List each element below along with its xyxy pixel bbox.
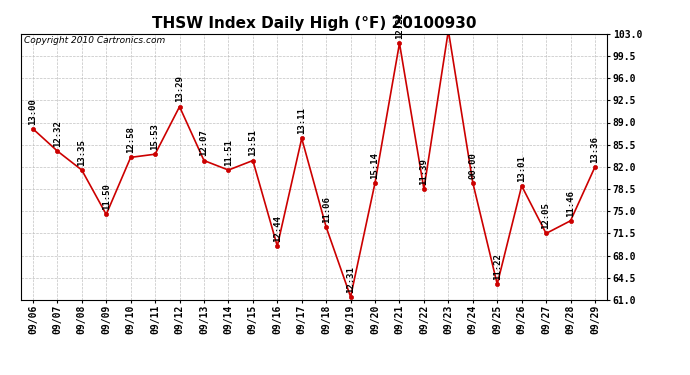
Text: 15:53: 15:53 <box>150 123 159 150</box>
Text: 13:36: 13:36 <box>591 136 600 163</box>
Text: 11:06: 11:06 <box>322 196 331 223</box>
Text: 12:58: 12:58 <box>126 126 135 153</box>
Text: 15:14: 15:14 <box>371 152 380 178</box>
Text: 11:39: 11:39 <box>420 158 428 185</box>
Text: 12:32: 12:32 <box>53 120 62 147</box>
Text: 12:07: 12:07 <box>199 129 208 156</box>
Text: Copyright 2010 Cartronics.com: Copyright 2010 Cartronics.com <box>23 36 165 45</box>
Text: 13:15: 13:15 <box>0 374 1 375</box>
Text: 12:44: 12:44 <box>273 215 282 242</box>
Text: 13:00: 13:00 <box>28 98 37 124</box>
Text: 13:29: 13:29 <box>175 76 184 102</box>
Text: 13:51: 13:51 <box>248 129 257 156</box>
Text: 11:50: 11:50 <box>101 183 110 210</box>
Text: 11:46: 11:46 <box>566 190 575 217</box>
Text: 12:31: 12:31 <box>346 266 355 292</box>
Text: 13:01: 13:01 <box>518 155 526 182</box>
Text: 11:51: 11:51 <box>224 139 233 166</box>
Text: 12:22: 12:22 <box>395 12 404 39</box>
Text: 13:11: 13:11 <box>297 107 306 134</box>
Text: 00:00: 00:00 <box>469 152 477 178</box>
Text: 12:05: 12:05 <box>542 202 551 229</box>
Text: 13:35: 13:35 <box>77 139 86 166</box>
Title: THSW Index Daily High (°F) 20100930: THSW Index Daily High (°F) 20100930 <box>152 16 476 31</box>
Text: 11:22: 11:22 <box>493 253 502 280</box>
